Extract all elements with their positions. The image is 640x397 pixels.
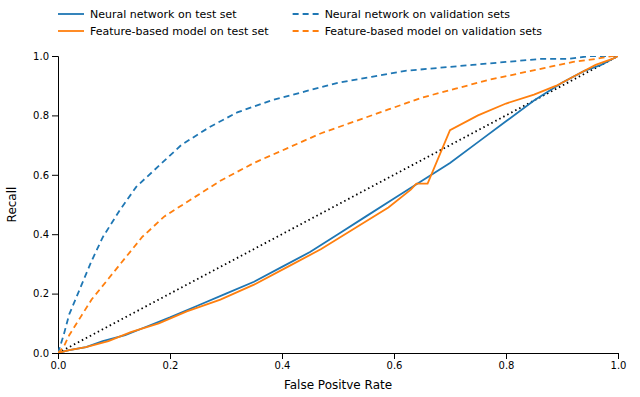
legend-item: Neural network on validation sets: [293, 8, 511, 21]
tick-label: 0.8: [33, 110, 49, 121]
tick-label: 0.4: [33, 229, 49, 240]
tick: 0.4: [275, 353, 291, 371]
legend-swatch: [58, 13, 84, 15]
legend-label: Neural network on validation sets: [325, 8, 511, 21]
legend-item: Feature-based model on validation sets: [293, 25, 543, 38]
series-line: [58, 56, 618, 353]
lines: [58, 56, 618, 353]
tick-mark: [170, 353, 171, 359]
tick-mark: [52, 56, 58, 57]
tick-mark: [52, 234, 58, 235]
legend-item: Feature-based model on test set: [58, 25, 269, 38]
legend-item: Neural network on test set: [58, 8, 237, 21]
tick-mark: [618, 353, 619, 359]
legend-label: Feature-based model on validation sets: [325, 25, 543, 38]
tick-label: 0.6: [33, 170, 49, 181]
x-axis: 0.0 0.2 0.4 0.6 0.8 1.0: [51, 353, 627, 371]
tick: 0.4: [33, 229, 58, 240]
legend-label: Feature-based model on test set: [90, 25, 269, 38]
tick-label: 0.0: [33, 348, 49, 359]
diagonal-line: [58, 56, 618, 353]
tick-mark: [52, 294, 58, 295]
series-line: [58, 56, 618, 353]
tick-label: 0.6: [387, 360, 403, 371]
legend-swatch: [58, 30, 84, 32]
tick: 0.8: [33, 110, 58, 121]
tick: 0.6: [33, 170, 58, 181]
series-line: [58, 56, 618, 353]
tick-label: 0.8: [499, 360, 515, 371]
tick-mark: [52, 115, 58, 116]
legend-swatch: [293, 30, 319, 32]
tick: 1.0: [611, 353, 627, 371]
legend-label: Neural network on test set: [90, 8, 237, 21]
tick: 0.2: [163, 353, 179, 371]
tick: 0.0: [33, 348, 58, 359]
y-axis-title: Recall: [5, 187, 19, 223]
tick-mark: [52, 353, 58, 354]
chart: 0.0 0.2 0.4 0.6 0.8 1.0 0.0 0.2 0.4 0.6 0.8 1.0 Fals…: [0, 0, 640, 397]
tick-label: 0.0: [51, 360, 67, 371]
y-axis: 0.0 0.2 0.4 0.6 0.8 1.0: [33, 51, 58, 359]
tick: 0.2: [33, 288, 58, 299]
series-line: [58, 56, 618, 353]
tick-label: 0.4: [275, 360, 291, 371]
tick: 1.0: [33, 51, 58, 62]
axis-line: [59, 354, 619, 360]
tick-mark: [282, 353, 283, 359]
axis-line: [52, 57, 59, 354]
x-axis-title: False Positve Rate: [284, 378, 392, 392]
legend: Neural network on test set Neural network…: [58, 8, 542, 38]
tick: 0.0: [51, 353, 67, 371]
tick-mark: [506, 353, 507, 359]
legend-swatch: [293, 13, 319, 15]
plot-area: 0.0 0.2 0.4 0.6 0.8 1.0 0.0 0.2 0.4 0.6 0.8 1.0 Fals…: [5, 51, 626, 392]
tick-mark: [394, 353, 395, 359]
tick-mark: [52, 175, 58, 176]
tick-label: 1.0: [611, 360, 627, 371]
tick-label: 0.2: [163, 360, 179, 371]
tick-label: 1.0: [33, 51, 49, 62]
tick: 0.6: [387, 353, 403, 371]
tick: 0.8: [499, 353, 515, 371]
tick-label: 0.2: [33, 288, 49, 299]
